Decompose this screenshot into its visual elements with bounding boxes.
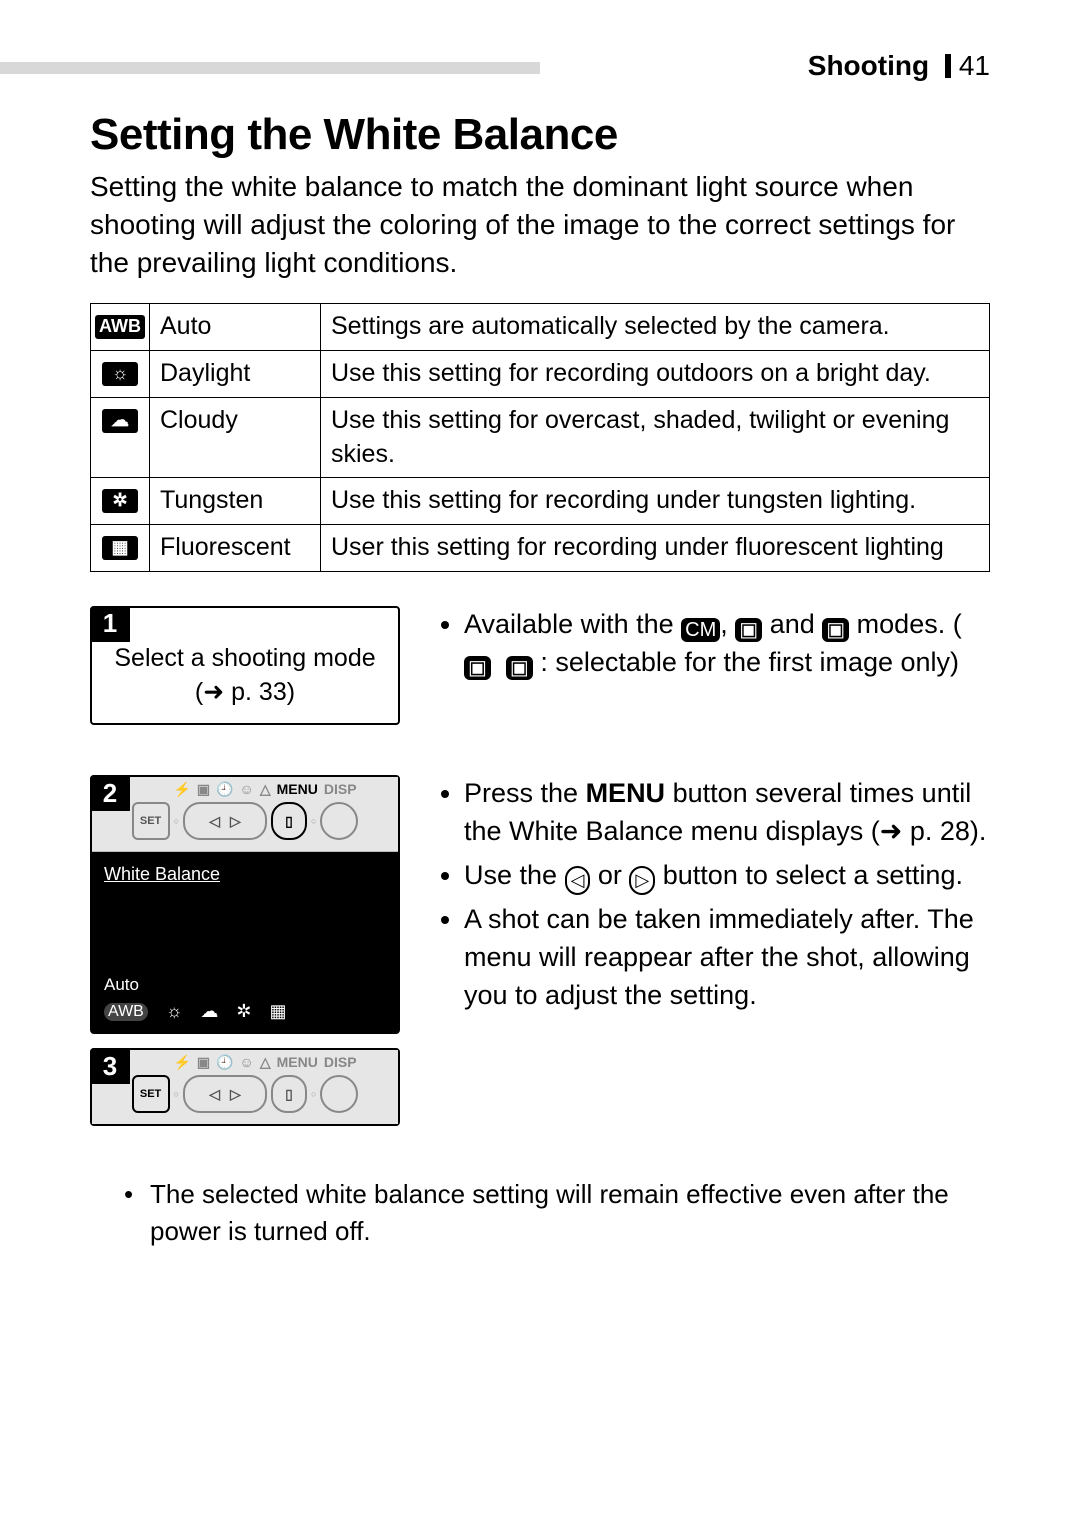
set-button[interactable]: SET <box>132 802 170 840</box>
left-button-icon: ◁ <box>565 866 591 895</box>
right-button-icon: ▷ <box>629 866 655 895</box>
page-header: Shooting 41 <box>0 56 1080 80</box>
control-strip: ⚡ ▣ 🕘 ☺ △ MENU DISP SET ○ ◁ <box>92 1050 398 1124</box>
screen-awb-icon: AWB <box>104 1003 148 1021</box>
step-2-text: Press the MENU button several times unti… <box>440 775 990 1020</box>
daylight-icon: ☼ <box>102 362 138 386</box>
page-title: Setting the White Balance <box>90 110 990 160</box>
white-balance-table: AWB Auto Settings are automatically sele… <box>90 303 990 572</box>
screen-cloudy-icon: ☁ <box>200 1001 218 1022</box>
step-number: 2 <box>90 775 130 811</box>
screen-title: White Balance <box>104 864 386 885</box>
awb-icon: AWB <box>95 315 145 339</box>
nav-pill[interactable]: ◁ ▷ <box>183 1075 267 1113</box>
screen-selected: Auto <box>104 975 386 995</box>
screen-tungsten-icon: ✲ <box>236 1001 251 1022</box>
menu-label: MENU <box>586 778 666 808</box>
step-1-box: 1 Select a shooting mode (➜ p. 33) <box>90 606 400 726</box>
mode-icon: ▣ <box>464 656 491 680</box>
mode-icon: ▣ <box>506 656 533 680</box>
menu-button[interactable]: ▯ <box>271 802 307 840</box>
disp-button[interactable] <box>320 802 358 840</box>
mode-desc: Use this setting for recording outdoors … <box>321 351 990 398</box>
mode-icon: ▣ <box>822 618 849 642</box>
step-2-device: 2 ⚡ ▣ 🕘 ☺ △ MENU DISP SET <box>90 775 400 1034</box>
mode-name: Tungsten <box>150 478 321 525</box>
mode-desc: Use this setting for recording under tun… <box>321 478 990 525</box>
set-button[interactable]: SET <box>132 1075 170 1113</box>
disp-button[interactable] <box>320 1075 358 1113</box>
intro-text: Setting the white balance to match the d… <box>90 168 990 281</box>
step-number: 1 <box>90 606 130 642</box>
menu-button[interactable]: ▯ <box>271 1075 307 1113</box>
mode-icon: CM <box>681 618 720 642</box>
nav-pill[interactable]: ◁ ▷ <box>183 802 267 840</box>
tungsten-icon: ✲ <box>102 489 138 513</box>
step-number: 3 <box>90 1048 130 1084</box>
control-strip: ⚡ ▣ 🕘 ☺ △ MENU DISP SET ○ ◁ <box>92 777 398 852</box>
page-number: 41 <box>959 50 990 81</box>
mode-desc: User this setting for recording under fl… <box>321 525 990 572</box>
cloudy-icon: ☁ <box>102 409 138 433</box>
screen-daylight-icon: ☼ <box>166 1001 183 1022</box>
step-1-line2: (➜ p. 33) <box>104 676 386 710</box>
mode-desc: Settings are automatically selected by t… <box>321 304 990 351</box>
step-1-line1: Select a shooting mode <box>104 642 386 676</box>
section-name: Shooting <box>808 50 929 81</box>
step-3-device: 3 ⚡ ▣ 🕘 ☺ △ MENU DISP SET <box>90 1048 400 1126</box>
fluorescent-icon: ▦ <box>102 536 138 560</box>
screen-fluorescent-icon: ▦ <box>269 1001 286 1022</box>
mode-name: Daylight <box>150 351 321 398</box>
mode-name: Fluorescent <box>150 525 321 572</box>
lcd-screen: White Balance Auto AWB ☼ ☁ ✲ ▦ <box>92 852 398 1032</box>
footer-note: The selected white balance setting will … <box>90 1176 990 1249</box>
mode-icon: ▣ <box>735 618 762 642</box>
mode-name: Auto <box>150 304 321 351</box>
header-divider <box>945 54 951 78</box>
header-bar <box>0 62 540 74</box>
mode-name: Cloudy <box>150 397 321 478</box>
header-text: Shooting 41 <box>808 50 990 82</box>
mode-desc: Use this setting for overcast, shaded, t… <box>321 397 990 478</box>
step-1-text: Available with the CM, ▣ and ▣ modes. ( … <box>440 606 990 688</box>
